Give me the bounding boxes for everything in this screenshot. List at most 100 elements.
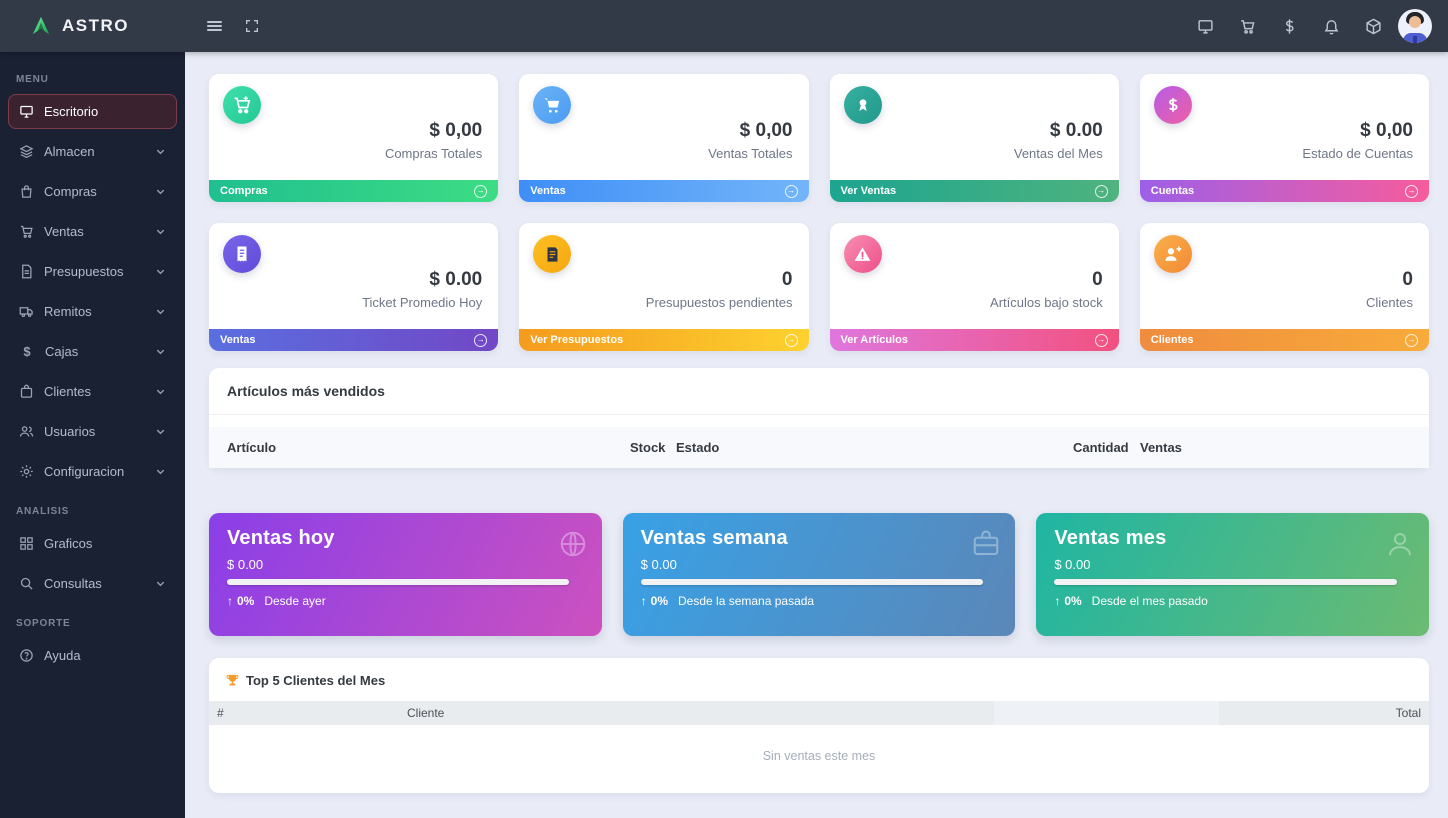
stat-footer-link[interactable]: Ver Artículos → bbox=[829, 329, 1119, 351]
stat-value: $ 0,00 bbox=[1360, 120, 1413, 141]
sidebar-item-consultas[interactable]: Consultas bbox=[8, 566, 177, 601]
stat-footer-label: Ver Ventas bbox=[840, 185, 897, 197]
stat-value: $ 0,00 bbox=[739, 120, 793, 141]
stat-label: Ventas del Mes bbox=[1013, 146, 1103, 161]
stat-footer-link[interactable]: Ventas → bbox=[209, 329, 499, 351]
dollar-icon bbox=[1153, 86, 1192, 124]
sidebar-item-label: Ayuda bbox=[44, 648, 81, 663]
dollar-icon: $ bbox=[23, 344, 31, 359]
arrow-right-icon: → bbox=[1094, 184, 1108, 198]
sidebar-item-label: Remitos bbox=[44, 304, 92, 319]
stat-footer-label: Compras bbox=[220, 185, 268, 197]
user-plus-icon bbox=[1153, 235, 1192, 273]
stat-footer-link[interactable]: Ver Presupuestos → bbox=[519, 329, 809, 351]
brand[interactable]: ASTRO bbox=[0, 15, 185, 37]
stat-cards-grid: $ 0,00 Compras Totales Compras → $ 0,00 … bbox=[209, 74, 1429, 351]
chevron-down-icon bbox=[155, 146, 166, 157]
sidebar-item-clientes[interactable]: Clientes bbox=[8, 374, 177, 409]
column-header-number: # bbox=[209, 701, 399, 725]
sales-card-title: Ventas semana bbox=[640, 527, 788, 549]
main-content: $ 0,00 Compras Totales Compras → $ 0,00 … bbox=[185, 52, 1448, 818]
arrow-right-icon: → bbox=[1405, 333, 1418, 347]
sidebar-item-configuracion[interactable]: Configuracion bbox=[8, 454, 177, 489]
user-avatar[interactable] bbox=[1398, 9, 1432, 43]
sidebar-item-graficos[interactable]: Graficos bbox=[8, 526, 177, 561]
sales-card-title: Ventas hoy bbox=[227, 527, 335, 549]
column-header-total: Total bbox=[1219, 701, 1429, 725]
shopping-cart-icon bbox=[20, 225, 33, 238]
layers-icon bbox=[19, 145, 34, 159]
sidebar-item-cajas[interactable]: $ Cajas bbox=[8, 334, 177, 369]
sidebar: MENU Escritorio Almacen Compras Ventas P… bbox=[0, 52, 185, 818]
chevron-down-icon bbox=[155, 226, 166, 237]
shopping-bag-icon bbox=[21, 185, 32, 198]
progress-bar bbox=[227, 579, 570, 585]
column-header-ventas: Ventas bbox=[1140, 440, 1182, 455]
briefcase-icon bbox=[971, 529, 1001, 564]
stat-value: $ 0.00 bbox=[1049, 120, 1103, 141]
sales-today-card: Ventas hoy $ 0.00 ↑ 0% Desde ayer bbox=[209, 513, 602, 636]
sidebar-item-presupuestos[interactable]: Presupuestos bbox=[8, 254, 177, 289]
top-clients-title-text: Top 5 Clientes del Mes bbox=[246, 673, 386, 688]
stat-card-bajo-stock: 0 Artículos bajo stock Ver Artículos → bbox=[829, 223, 1119, 351]
sidebar-item-label: Clientes bbox=[44, 384, 91, 399]
sidebar-item-label: Escritorio bbox=[44, 104, 99, 119]
sidebar-item-compras[interactable]: Compras bbox=[8, 174, 177, 209]
trophy-icon bbox=[226, 674, 239, 686]
bell-icon[interactable] bbox=[1314, 9, 1348, 43]
package-icon[interactable] bbox=[1356, 9, 1390, 43]
stat-card-compras: $ 0,00 Compras Totales Compras → bbox=[209, 74, 499, 202]
stat-card-ventas-mes: $ 0.00 Ventas del Mes Ver Ventas → bbox=[829, 74, 1119, 202]
stat-footer-link[interactable]: Compras → bbox=[209, 180, 499, 202]
sidebar-item-label: Graficos bbox=[44, 536, 93, 551]
stat-label: Estado de Cuentas bbox=[1302, 146, 1413, 161]
sales-card-meta: ↑ 0% Desde la semana pasada bbox=[641, 594, 998, 608]
stat-card-clientes: 0 Clientes Clientes → bbox=[1139, 223, 1429, 351]
stat-value: 0 bbox=[781, 269, 793, 290]
avatar-tie bbox=[1413, 36, 1417, 43]
empty-state-text: Sin ventas este mes bbox=[762, 749, 876, 763]
sidebar-item-almacen[interactable]: Almacen bbox=[8, 134, 177, 169]
sidebar-item-label: Configuracion bbox=[44, 464, 125, 479]
sidebar-item-remitos[interactable]: Remitos bbox=[8, 294, 177, 329]
chevron-down-icon bbox=[155, 426, 166, 437]
astro-logo-icon bbox=[32, 16, 50, 35]
user-icon bbox=[1385, 529, 1415, 564]
hamburger-menu-icon[interactable] bbox=[197, 9, 231, 43]
monitor-icon[interactable] bbox=[1188, 9, 1222, 43]
sidebar-item-usuarios[interactable]: Usuarios bbox=[8, 414, 177, 449]
gear-icon bbox=[20, 465, 33, 478]
stat-footer-link[interactable]: Ver Ventas → bbox=[829, 180, 1119, 202]
stat-label: Compras Totales bbox=[384, 146, 483, 161]
stat-footer-label: Clientes bbox=[1150, 334, 1194, 346]
top-navbar: ASTRO bbox=[0, 0, 1448, 52]
file-text-icon bbox=[22, 264, 32, 279]
sidebar-item-ayuda[interactable]: Ayuda bbox=[8, 638, 177, 673]
fullscreen-icon[interactable] bbox=[235, 9, 269, 43]
sidebar-item-label: Compras bbox=[44, 184, 97, 199]
arrow-right-icon: → bbox=[1405, 184, 1418, 198]
sidebar-section-soporte: SOPORTE bbox=[16, 618, 71, 629]
column-header-cantidad: Cantidad bbox=[1073, 440, 1129, 455]
sidebar-item-escritorio[interactable]: Escritorio bbox=[8, 94, 177, 129]
search-icon bbox=[20, 577, 33, 590]
column-header-articulo: Artículo bbox=[227, 440, 277, 455]
cart-icon[interactable] bbox=[1230, 9, 1264, 43]
dollar-icon[interactable] bbox=[1272, 9, 1306, 43]
stat-value: $ 0,00 bbox=[429, 120, 483, 141]
stat-footer-link[interactable]: Cuentas → bbox=[1139, 180, 1429, 202]
arrow-right-icon: → bbox=[474, 184, 488, 198]
stat-label: Artículos bajo stock bbox=[990, 295, 1103, 310]
arrow-up-icon: ↑ bbox=[227, 594, 233, 608]
stat-footer-link[interactable]: Clientes → bbox=[1139, 329, 1429, 351]
sidebar-item-ventas[interactable]: Ventas bbox=[8, 214, 177, 249]
stat-footer-link[interactable]: Ventas → bbox=[519, 180, 809, 202]
column-header-stock: Stock bbox=[630, 440, 666, 455]
sales-card-percent: 0% bbox=[1064, 594, 1082, 608]
arrow-right-icon: → bbox=[1094, 333, 1108, 347]
sales-month-card: Ventas mes $ 0.00 ↑ 0% Desde el mes pasa… bbox=[1036, 513, 1429, 636]
sales-week-card: Ventas semana $ 0.00 ↑ 0% Desde la seman… bbox=[622, 513, 1016, 636]
sales-card-meta: ↑ 0% Desde el mes pasado bbox=[1054, 594, 1411, 608]
stat-card-ventas-totales: $ 0,00 Ventas Totales Ventas → bbox=[519, 74, 809, 202]
sidebar-item-label: Presupuestos bbox=[44, 264, 124, 279]
